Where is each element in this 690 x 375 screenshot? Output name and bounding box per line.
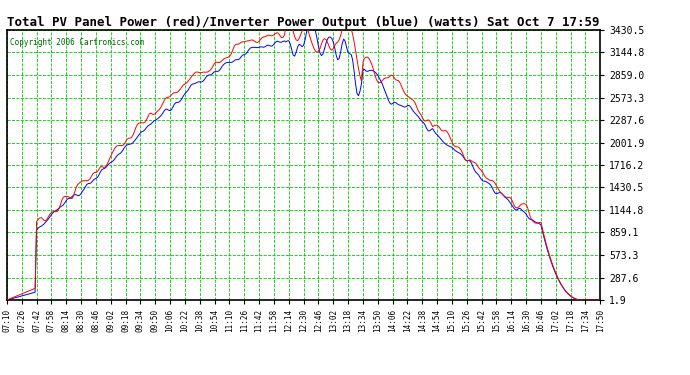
Text: Copyright 2006 Cartronics.com: Copyright 2006 Cartronics.com <box>10 38 144 47</box>
Title: Total PV Panel Power (red)/Inverter Power Output (blue) (watts) Sat Oct 7 17:59: Total PV Panel Power (red)/Inverter Powe… <box>8 16 600 29</box>
